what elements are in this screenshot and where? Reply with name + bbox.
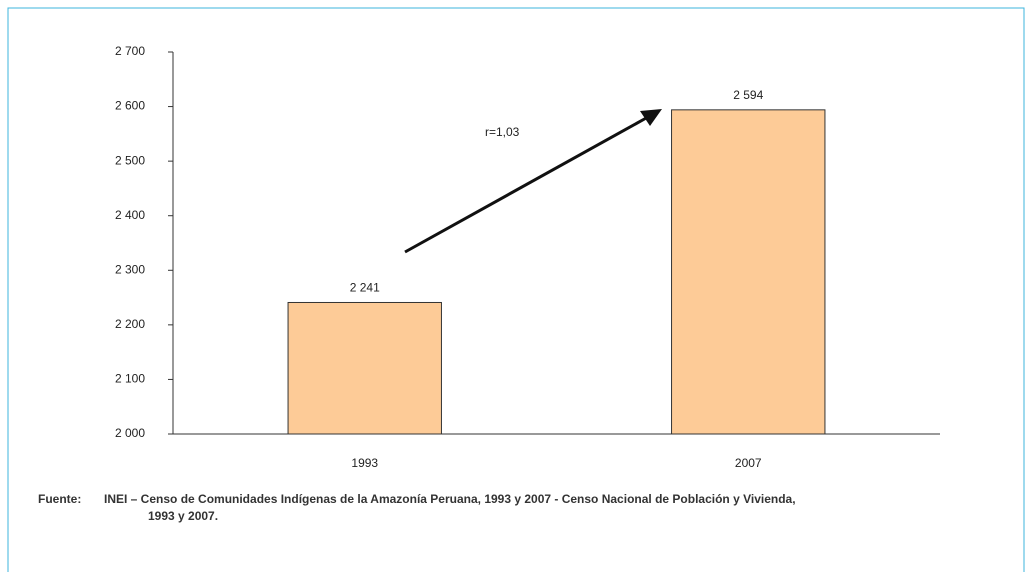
- value-label: 2 594: [733, 88, 763, 102]
- y-tick-label: 2 400: [115, 208, 145, 222]
- bar: [671, 109, 826, 435]
- source-text: 1993 y 2007.: [148, 509, 218, 523]
- bar: [287, 301, 442, 435]
- arrow-line: [404, 115, 649, 254]
- y-tick-label: 2 200: [115, 317, 145, 331]
- source-label: Fuente:: [38, 492, 81, 506]
- x-tick-label: 1993: [351, 456, 378, 470]
- annotation: r=1,03: [485, 125, 520, 139]
- y-tick-label: 2 600: [115, 99, 145, 113]
- y-tick-label: 2 300: [115, 262, 145, 276]
- frame: [7, 7, 1025, 572]
- value-label: 2 241: [350, 281, 380, 295]
- y-tick-label: 2 000: [115, 426, 145, 440]
- x-tick-label: 2007: [735, 456, 762, 470]
- y-tick-label: 2 700: [115, 44, 145, 58]
- arrow-head: [640, 109, 662, 126]
- y-tick-label: 2 500: [115, 153, 145, 167]
- source-text: INEI – Censo de Comunidades Indígenas de…: [104, 492, 796, 506]
- y-tick-label: 2 100: [115, 372, 145, 386]
